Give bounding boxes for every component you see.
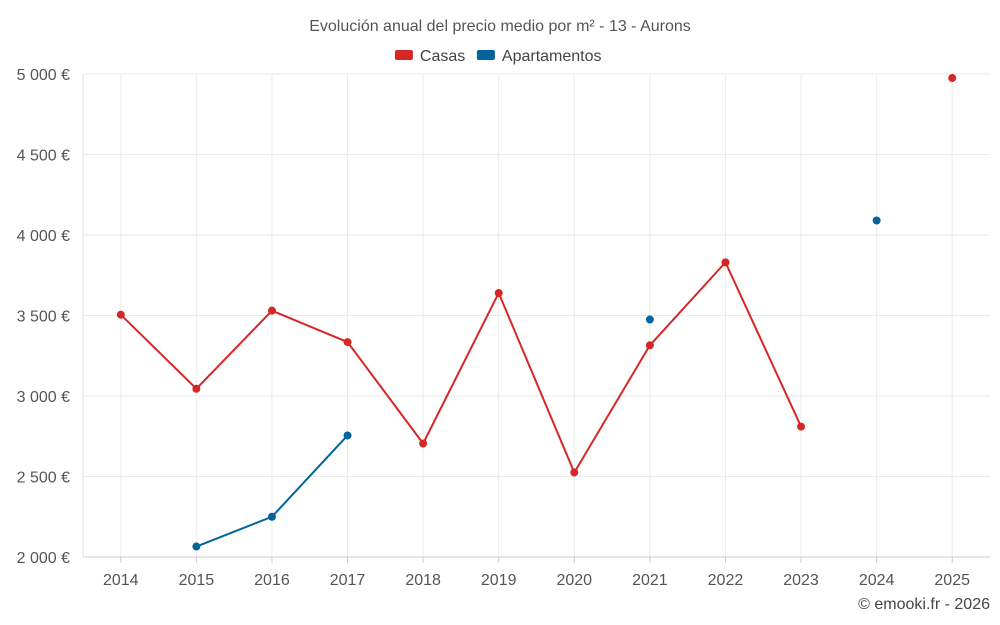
legend-label: Apartamentos	[502, 48, 602, 65]
x-tick-label: 2017	[330, 572, 366, 589]
data-point	[192, 384, 201, 393]
series-apartamentos	[192, 216, 881, 551]
x-tick-label: 2024	[859, 572, 895, 589]
grid-lines	[83, 73, 990, 558]
data-point	[721, 258, 730, 267]
data-point	[645, 315, 654, 324]
chart-credit: © emooki.fr - 2026	[858, 596, 990, 613]
series-layer	[116, 74, 957, 551]
x-tick-label: 2018	[405, 572, 441, 589]
data-point	[343, 338, 352, 347]
series-line-segment	[119, 313, 198, 390]
legend-item-casas: Casas	[394, 48, 465, 65]
data-point	[267, 306, 276, 315]
y-tick-label: 5 000 €	[17, 67, 70, 84]
data-point	[948, 74, 957, 83]
x-tick-label: 2014	[103, 572, 139, 589]
y-tick-label: 2 000 €	[17, 550, 70, 567]
x-tick-label: 2021	[632, 572, 668, 589]
data-point	[192, 542, 201, 551]
legend-swatch	[476, 50, 495, 60]
x-tick-label: 2023	[783, 572, 819, 589]
series-line-segment	[497, 291, 576, 474]
legend: Casas Apartamentos	[394, 48, 602, 65]
data-point	[267, 512, 276, 521]
data-point	[419, 439, 428, 448]
series-line-segment	[270, 434, 349, 518]
y-tick-label: 3 500 €	[17, 309, 70, 326]
data-point	[116, 310, 125, 319]
series-line-segment	[195, 515, 273, 548]
y-axis: 2 000 € 2 500 € 3 000 € 3 500 € 4 000 € 4 500…	[17, 67, 84, 567]
chart-title: Evolución anual del precio medio por m² …	[309, 18, 691, 35]
y-tick-label: 2 500 €	[17, 470, 70, 487]
legend-label: Casas	[420, 48, 465, 65]
series-line-segment	[270, 309, 349, 344]
data-point	[494, 288, 503, 297]
legend-swatch	[394, 50, 413, 60]
data-point	[797, 422, 806, 431]
x-tick-label: 2025	[934, 572, 970, 589]
series-line-segment	[724, 261, 803, 428]
y-tick-label: 4 500 €	[17, 148, 70, 165]
series-line-segment	[195, 309, 273, 390]
y-tick-label: 4 000 €	[17, 228, 70, 245]
x-axis: 2014 2015 2016 2017 2018 2019 2020 2021 2022 2023…	[83, 556, 990, 589]
legend-item-apartamentos: Apartamentos	[476, 48, 602, 65]
x-tick-label: 2016	[254, 572, 290, 589]
x-tick-label: 2022	[708, 572, 744, 589]
data-point	[570, 468, 579, 477]
series-line-segment	[648, 261, 727, 347]
y-tick-label: 3 000 €	[17, 389, 70, 406]
x-tick-label: 2015	[179, 572, 215, 589]
series-line-segment	[573, 344, 651, 474]
x-tick-label: 2019	[481, 572, 517, 589]
series-line-segment	[346, 341, 425, 445]
x-tick-label: 2020	[556, 572, 592, 589]
series-casas	[116, 74, 957, 477]
data-point	[872, 216, 881, 225]
series-line-segment	[422, 291, 500, 445]
data-point	[343, 431, 352, 440]
data-point	[645, 341, 654, 350]
